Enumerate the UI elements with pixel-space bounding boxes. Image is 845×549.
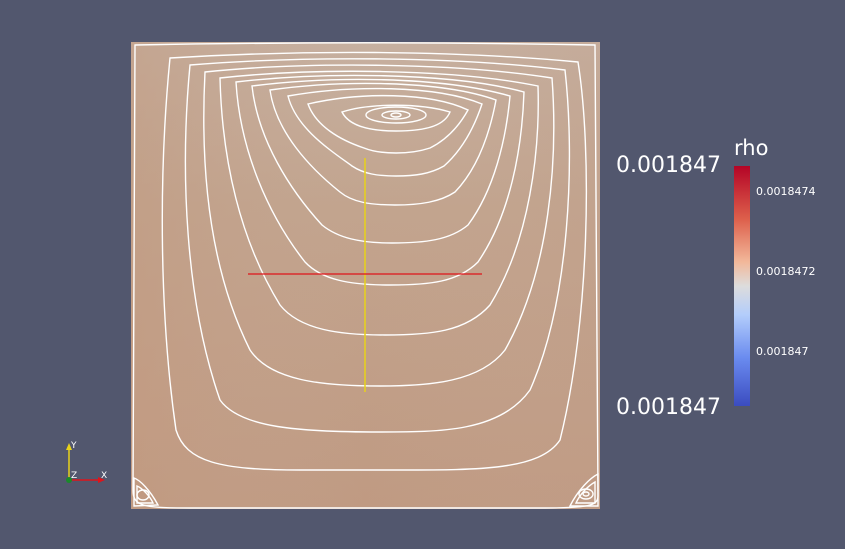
x-axis-arrow-icon [98,477,105,483]
streamline [219,70,539,336]
streamline [132,42,599,509]
streamline [582,491,590,497]
colorbar-tick-label: 0.0018474 [756,185,816,198]
z-axis-dot-icon [66,477,72,483]
streamlines [132,42,599,509]
streamline [307,94,469,154]
y-axis-arrow-icon [66,443,72,450]
streamline [235,74,525,286]
streamline [133,477,160,507]
colorbar-gradient [734,166,750,406]
orientation-axes [66,443,105,483]
streamline [203,64,555,387]
streamline [574,480,596,504]
streamline [184,58,571,433]
colorbar-tick-label: 0.0018472 [756,265,816,278]
streamline [341,104,451,132]
colorbar-title: rho [734,136,769,160]
x-axis-label: X [101,471,108,481]
streamline [136,489,150,501]
streamline [568,472,599,507]
streamline [381,110,411,120]
y-axis-label: Y [71,441,77,451]
streamline [161,51,588,471]
streamline [578,488,594,500]
colorbar-tick-label: 0.001847 [756,345,809,358]
z-axis-label: Z [71,471,78,481]
streamline [136,484,155,504]
colorbar-min-label: 0.001847 [616,395,721,420]
streamline [390,112,402,118]
streamline [269,82,497,206]
streamline [287,87,483,177]
streamline [365,106,427,124]
colorbar-max-label: 0.001847 [616,153,721,178]
streamline [251,78,511,244]
